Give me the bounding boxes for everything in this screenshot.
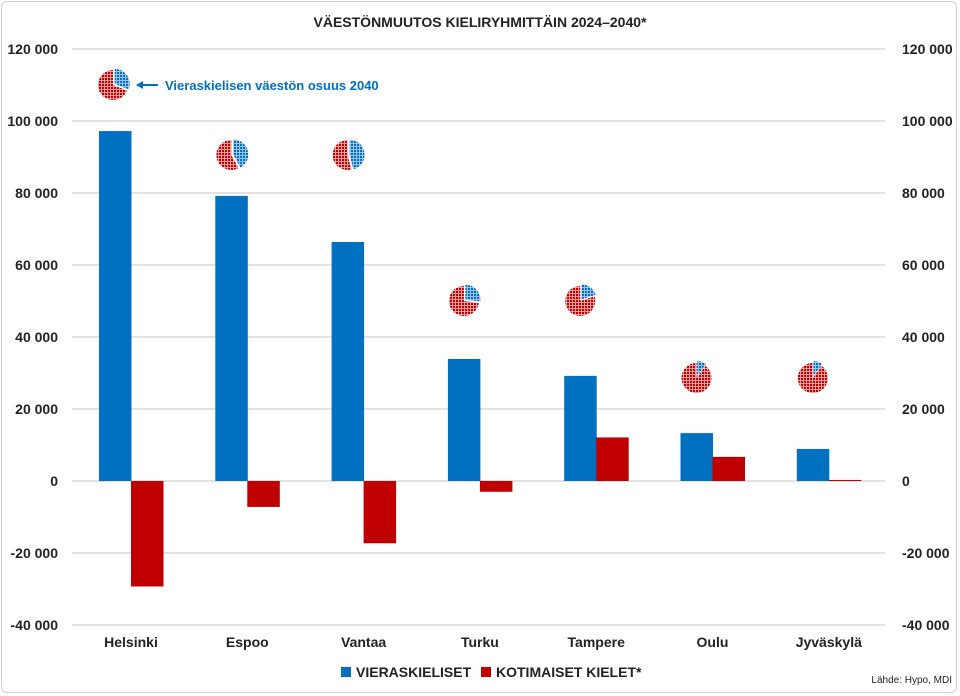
y-tick-label-left: -20 000: [11, 545, 59, 561]
y-tick-label-right: -40 000: [902, 617, 950, 633]
x-tick-label: Vantaa: [341, 634, 386, 650]
pie-slice-kotimaiset: [448, 286, 479, 316]
y-tick-label-left: 40 000: [15, 329, 58, 345]
pie-annotation-label: Vieraskielisen väestön osuus 2040: [165, 78, 379, 93]
y-tick-label-left: 80 000: [15, 185, 58, 201]
pie-annotation: Vieraskielisen väestön osuus 2040: [136, 78, 379, 93]
pie-slice-vieraskieliset: [349, 139, 365, 170]
bar-kotimaiset-helsinki: [131, 481, 164, 587]
bar-vieraskieliset-turku: [447, 358, 481, 481]
y-tick-label-left: 20 000: [15, 401, 58, 417]
y-tick-label-left: 60 000: [15, 257, 58, 273]
pie-slice-kotimaiset: [565, 286, 596, 316]
bar-kotimaiset-vantaa: [363, 481, 397, 544]
pie-slice-kotimaiset: [681, 363, 712, 393]
legend-label: KOTIMAISET KIELET*: [496, 664, 642, 680]
y-tick-label-right: 20 000: [902, 401, 945, 417]
legend-swatch-vieraskieliset: [341, 667, 351, 677]
pie-jyväskylä: [797, 361, 828, 393]
pie-slice-kotimaiset: [216, 140, 239, 171]
pie-slice-vieraskieliset: [813, 361, 823, 377]
bar-vieraskieliset-espoo: [215, 195, 248, 481]
pie-espoo: [216, 139, 249, 171]
pie-tampere: [565, 284, 596, 316]
pie-slice-vieraskieliset: [697, 361, 706, 377]
x-tick-label: Espoo: [226, 634, 269, 650]
y-tick-label-right: 40 000: [902, 329, 945, 345]
y-tick-label-left: 120 000: [7, 41, 58, 57]
y-tick-label-right: 0: [902, 473, 910, 489]
bar-kotimaiset-jyväskylä: [828, 479, 862, 481]
pie-slice-vieraskieliset: [465, 284, 481, 302]
pie-slice-kotimaiset: [97, 70, 127, 101]
bar-kotimaiset-tampere: [596, 437, 629, 481]
bar-vieraskieliset-oulu: [680, 433, 713, 481]
bar-kotimaiset-espoo: [247, 481, 280, 507]
y-tick-label-left: 0: [50, 473, 58, 489]
x-tick-label: Oulu: [697, 634, 729, 650]
x-tick-label: Tampere: [568, 634, 626, 650]
y-tick-label-right: 80 000: [902, 185, 945, 201]
y-tick-label-left: -40 000: [11, 617, 59, 633]
pie-slice-vieraskieliset: [114, 68, 130, 90]
bar-vieraskieliset-tampere: [564, 375, 597, 481]
legend-swatch-kotimaiset: [481, 667, 491, 677]
y-tick-label-right: 100 000: [902, 113, 953, 129]
chart-title: VÄESTÖNMUUTOS KIELIRYHMITTÄIN 2024–2040*: [314, 14, 648, 30]
pie-vantaa: [332, 139, 365, 171]
y-tick-label-right: 60 000: [902, 257, 945, 273]
legend-label: VIERASKIELISET: [356, 664, 472, 680]
pie-slice-vieraskieliset: [233, 139, 249, 168]
bar-vieraskieliset-helsinki: [99, 131, 132, 481]
pie-oulu: [681, 361, 712, 393]
source-note: Lähde: Hypo, MDI: [871, 675, 952, 686]
bar-vieraskieliset-jyväskylä: [796, 448, 830, 481]
y-tick-label-right: -20 000: [902, 545, 950, 561]
bar-vieraskieliset-vantaa: [331, 241, 365, 481]
pie-slice-kotimaiset: [797, 363, 828, 393]
y-tick-label-right: 120 000: [902, 41, 953, 57]
legend: VIERASKIELISET KOTIMAISET KIELET*: [341, 664, 642, 680]
bar-kotimaiset-turku: [479, 481, 513, 492]
pie-slice-kotimaiset: [332, 140, 352, 171]
x-tick-label: Turku: [461, 634, 499, 650]
pie-turku: [448, 284, 481, 316]
x-tick-label: Jyväskylä: [796, 634, 862, 650]
y-tick-label-left: 100 000: [7, 113, 58, 129]
pie-helsinki: [97, 68, 130, 101]
x-tick-label: Helsinki: [104, 634, 158, 650]
bar-kotimaiset-oulu: [712, 456, 745, 481]
pie-slice-vieraskieliset: [581, 284, 596, 300]
